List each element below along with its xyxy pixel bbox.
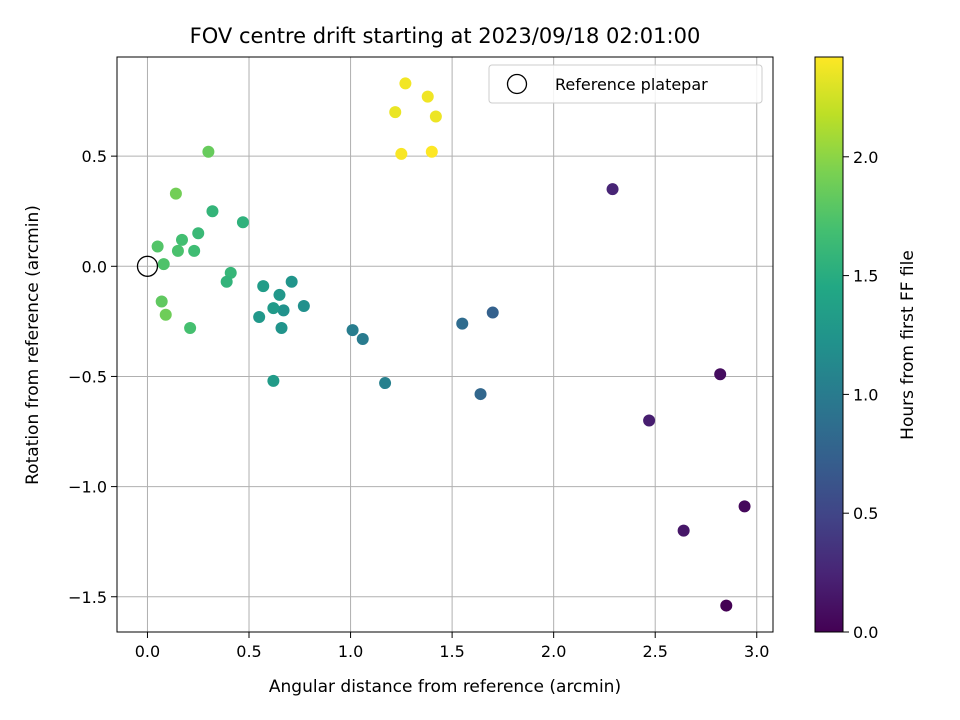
data-point <box>643 414 656 427</box>
colorbar-tick-label: 1.5 <box>853 267 878 286</box>
data-points <box>151 77 751 612</box>
data-point <box>267 302 280 315</box>
data-point <box>184 321 197 334</box>
y-tick-label: 0.0 <box>82 257 107 276</box>
y-tick-label: −1.0 <box>68 478 107 497</box>
y-tick-label: −1.5 <box>68 588 107 607</box>
data-point <box>738 500 751 513</box>
data-point <box>356 332 369 345</box>
legend: Reference platepar <box>488 64 763 104</box>
data-point <box>273 288 286 301</box>
y-axis: 0.5 0.0 −0.5 −1.0 −1.5 <box>68 147 117 607</box>
data-point <box>253 310 266 323</box>
chart-title: FOV centre drift starting at 2023/09/18 … <box>190 24 701 48</box>
data-point <box>277 304 290 317</box>
data-point <box>220 275 233 288</box>
data-point <box>425 145 438 158</box>
colorbar-gradient <box>814 56 844 633</box>
x-tick-label: 0.0 <box>135 642 160 661</box>
data-point <box>474 388 487 401</box>
data-point <box>395 147 408 160</box>
x-axis-label: Angular distance from reference (arcmin) <box>269 677 621 697</box>
x-tick-label: 2.0 <box>541 642 566 661</box>
colorbar-tick-label: 1.0 <box>853 385 878 404</box>
data-point <box>236 216 249 229</box>
data-point <box>159 308 172 321</box>
data-point <box>157 258 170 271</box>
colorbar-tick-label: 2.0 <box>853 148 878 167</box>
data-point <box>297 299 310 312</box>
legend-label: Reference platepar <box>555 75 708 94</box>
data-point <box>155 295 168 308</box>
data-point <box>267 374 280 387</box>
x-tick-label: 1.0 <box>338 642 363 661</box>
reference-marker-layer <box>136 255 159 277</box>
data-point <box>399 77 412 90</box>
data-point <box>606 183 619 196</box>
data-point <box>169 187 182 200</box>
data-point <box>151 240 164 253</box>
data-point <box>257 280 270 293</box>
data-point <box>171 244 184 257</box>
reference-platepar-marker <box>136 255 159 277</box>
colorbar: 0.0 0.5 1.0 1.5 2.0 Hours from first FF file <box>814 56 918 642</box>
data-point <box>175 233 188 246</box>
data-point <box>389 106 402 119</box>
grid-lines <box>117 57 773 632</box>
data-point <box>421 90 434 103</box>
data-point <box>188 244 201 257</box>
data-point <box>486 306 499 319</box>
y-axis-label: Rotation from reference (arcmin) <box>23 205 43 485</box>
y-tick-label: −0.5 <box>68 367 107 386</box>
x-axis: 0.0 0.5 1.0 1.5 2.0 2.5 3.0 <box>135 632 769 661</box>
data-point <box>202 145 215 158</box>
data-point <box>192 227 205 240</box>
legend-marker-icon <box>506 73 528 95</box>
x-tick-label: 2.5 <box>642 642 667 661</box>
legend-box <box>488 64 763 104</box>
data-point <box>456 317 469 330</box>
data-point <box>206 205 219 218</box>
colorbar-tick-label: 0.5 <box>853 504 878 523</box>
data-point <box>346 324 359 337</box>
data-point <box>677 524 690 537</box>
colorbar-label: Hours from first FF file <box>898 250 918 440</box>
data-point <box>714 368 727 381</box>
plot-frame <box>116 56 774 633</box>
data-point <box>275 321 288 334</box>
x-tick-label: 0.5 <box>236 642 261 661</box>
colorbar-tick-label: 0.0 <box>853 623 878 642</box>
data-point <box>379 377 392 390</box>
colorbar-ticks: 0.0 0.5 1.0 1.5 2.0 <box>843 148 878 642</box>
data-point <box>285 275 298 288</box>
data-point <box>429 110 442 123</box>
data-point <box>720 599 733 612</box>
y-tick-label: 0.5 <box>82 147 107 166</box>
x-tick-label: 3.0 <box>744 642 769 661</box>
x-tick-label: 1.5 <box>439 642 464 661</box>
